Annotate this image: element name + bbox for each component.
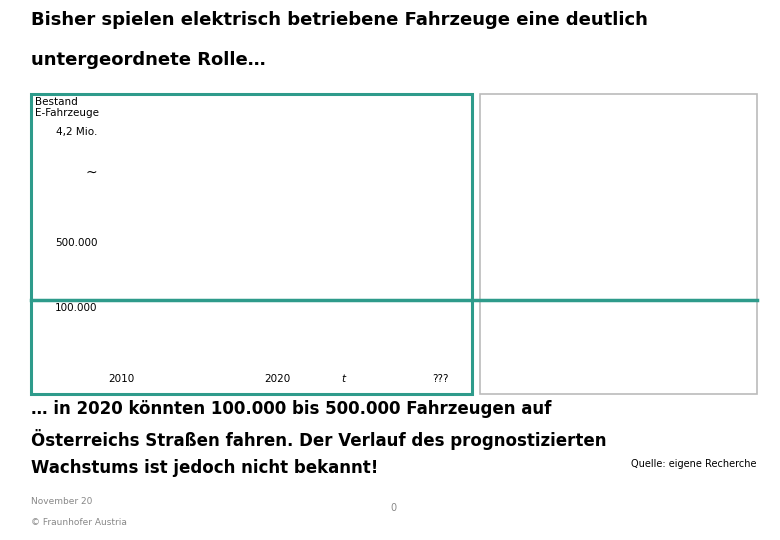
Text: 2030:   3 Mio. - 14 Mio. Fahrzeuge: 2030: 3 Mio. - 14 Mio. Fahrzeuge [516,255,715,268]
Text: 2010: 2010 [108,374,134,384]
Text: t: t [341,374,346,384]
Text: Österreichs Straßen fahren. Der Verlauf des prognostizierten: Österreichs Straßen fahren. Der Verlauf … [31,429,607,450]
Text: 4,2 Mio.: 4,2 Mio. [56,127,98,137]
Text: 2020:   100.000 - 500.000 Fzg.: 2020: 100.000 - 500.000 Fzg. [516,328,697,341]
Text: •: • [491,124,499,138]
Text: E-Fahrzeuge: E-Fahrzeuge [35,108,99,118]
Text: Wachstums ist jedoch nicht bekannt!: Wachstums ist jedoch nicht bekannt! [31,459,378,477]
Text: •: • [491,300,499,314]
Text: ???: ??? [432,374,449,384]
Text: Bestand: Bestand [35,97,78,107]
Text: 0: 0 [391,503,397,513]
Text: 100.000: 100.000 [55,303,98,313]
Text: 2020:   1 Mio. - 4,5 Mio. Fahrzeuge: 2020: 1 Mio. - 4,5 Mio. Fahrzeuge [516,226,719,239]
Text: ?: ? [264,207,314,290]
Text: •: • [491,198,499,212]
Text: Schätzungen für Österreich:: Schätzungen für Österreich: [516,300,682,314]
Text: 2020:   8-10 Mio. Fahrzeuge: 2020: 8-10 Mio. Fahrzeuge [516,153,680,166]
Text: Schätzungen weltweiter Absatz:: Schätzungen weltweiter Absatz: [516,124,706,138]
Text: 500.000: 500.000 [55,238,98,248]
Text: Bisher spielen elektrisch betriebene Fahrzeuge eine deutlich: Bisher spielen elektrisch betriebene Fah… [31,11,648,29]
Text: Quelle: eigene Recherche: Quelle: eigene Recherche [631,459,757,469]
Text: Schätzungen für Deutschland:: Schätzungen für Deutschland: [516,198,695,211]
Text: ~: ~ [86,166,98,180]
Text: © Fraunhofer Austria: © Fraunhofer Austria [31,517,127,526]
Text: November 20: November 20 [31,497,93,506]
Text: … in 2020 könnten 100.000 bis 500.000 Fahrzeugen auf: … in 2020 könnten 100.000 bis 500.000 Fa… [31,400,551,417]
Text: 2020: 2020 [264,374,290,384]
Text: untergeordnete Rolle…: untergeordnete Rolle… [31,51,266,69]
